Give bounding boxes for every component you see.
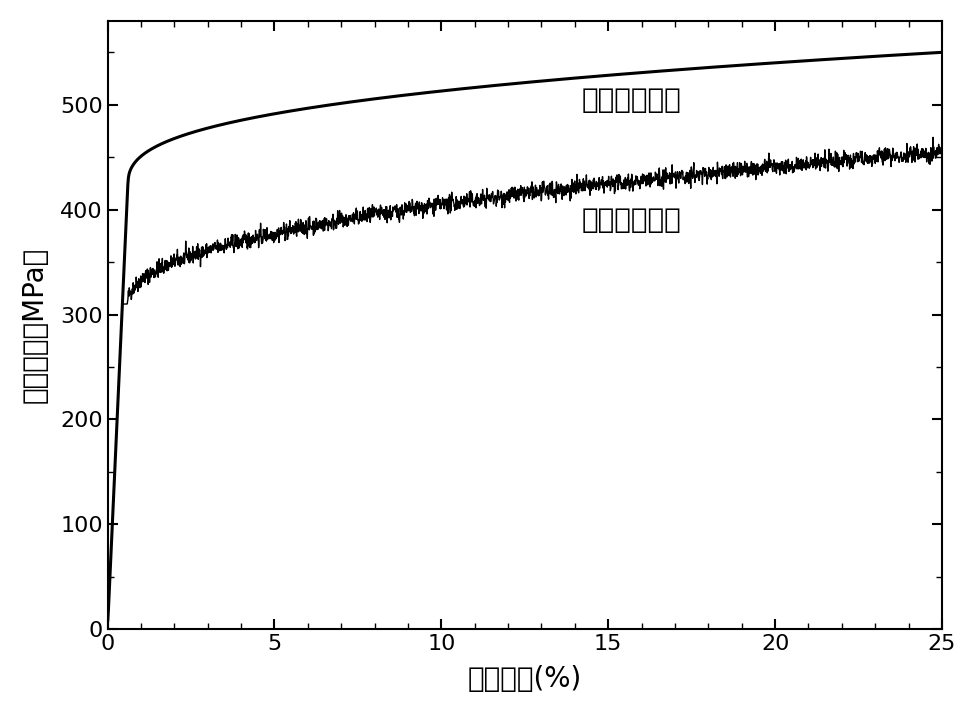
Y-axis label: 工程应力（MPa）: 工程应力（MPa） <box>21 247 49 403</box>
Text: 本工艺处理后: 本工艺处理后 <box>581 206 681 234</box>
X-axis label: 工程应变(%): 工程应变(%) <box>468 665 582 693</box>
Text: 本工艺处理前: 本工艺处理前 <box>581 86 681 114</box>
